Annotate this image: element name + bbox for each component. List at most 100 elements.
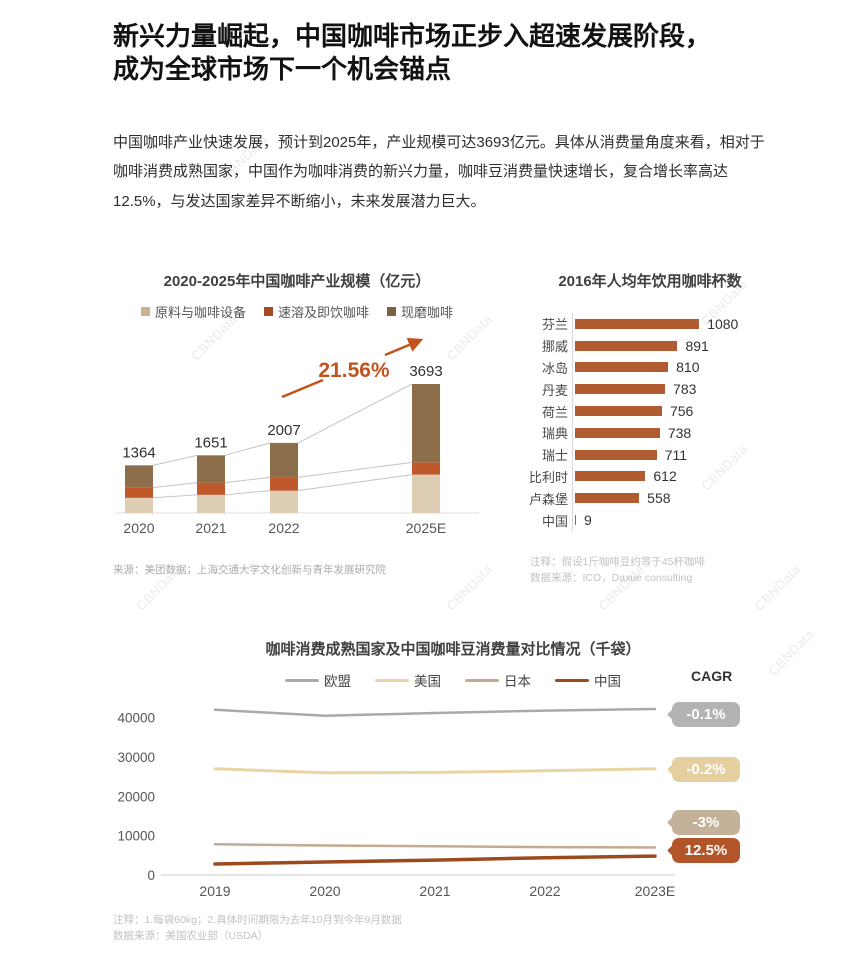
cups-row: 冰岛 810 xyxy=(505,356,805,379)
industry-legend-item: 现磨咖啡 xyxy=(387,302,453,321)
legend-label: 速溶及即饮咖啡 xyxy=(277,305,369,320)
cups-value-label: 738 xyxy=(667,424,692,441)
x-tick-label: 2023E xyxy=(635,883,675,899)
cups-row: 荷兰 756 xyxy=(505,400,805,422)
consumption-note-line1: 注释：1.每袋60kg；2.具体时间期限为去年10月到今年9月数据 xyxy=(113,914,402,926)
legend-label: 欧盟 xyxy=(324,674,351,689)
cups-bar-area: 711 xyxy=(572,443,805,466)
cups-bar-area: 783 xyxy=(572,378,805,401)
cups-bar xyxy=(575,449,657,460)
bar-value-label: 2007 xyxy=(267,422,300,439)
country-label: 芬兰 xyxy=(541,317,568,333)
stacked-bar-segment xyxy=(125,465,153,488)
cagr-badge: -0.2% xyxy=(667,757,740,782)
legend-swatch-icon xyxy=(263,307,273,316)
legend-line-swatch-icon xyxy=(375,678,409,682)
cups-row: 挪威 891 xyxy=(505,334,805,357)
cagr-badge: -0.1% xyxy=(667,702,740,727)
y-tick-label: 10000 xyxy=(117,829,155,844)
country-label: 比利时 xyxy=(528,469,568,485)
intro-paragraph: 中国咖啡产业快速发展，预计到2025年，产业规模可达3693亿元。具体从消费量角… xyxy=(113,134,765,210)
cups-value-label: 810 xyxy=(676,359,700,376)
cups-row: 比利时 612 xyxy=(505,465,805,488)
cups-bar-area: 1080 xyxy=(572,313,805,335)
y-tick-label: 20000 xyxy=(117,789,155,804)
legend-swatch-icon xyxy=(387,307,396,316)
cups-chart-rows: 芬兰 1080 挪威 891 冰岛 810 丹麦 783 荷兰 756 瑞典 738 瑞士 711 比利时 6… xyxy=(505,313,805,531)
bar-value-label: 3693 xyxy=(409,363,442,380)
bar-category-label: 2020 xyxy=(123,520,154,536)
industry-scale-title: 2020-2025年中国咖啡产业规模（亿元） xyxy=(163,273,431,290)
cups-note-line1: 注释：假设1斤咖啡豆约等于45杯咖啡 xyxy=(530,556,706,568)
consumption-plot: 0 10000 20000 30000 40000 2019 2020 2021 2022 202… xyxy=(117,707,675,899)
x-tick-label: 2021 xyxy=(419,883,450,899)
stacked-bar-segment xyxy=(412,462,440,475)
stacked-bar-segment xyxy=(412,384,440,463)
legend-label: 中国 xyxy=(594,674,621,689)
stacked-bar-segment xyxy=(197,494,225,513)
country-label: 冰岛 xyxy=(541,360,568,376)
cups-bar-area: 810 xyxy=(572,356,805,379)
cups-bar-area: 891 xyxy=(572,334,805,357)
country-label: 荷兰 xyxy=(541,404,568,420)
cups-bar xyxy=(575,340,678,351)
legend-label: 原料与咖啡设备 xyxy=(154,305,246,320)
cups-bar-area: 9 xyxy=(572,509,805,531)
consumption-legend-item: 美国 xyxy=(375,670,441,690)
y-tick-label: 0 xyxy=(147,868,155,883)
stacked-bar-segment xyxy=(270,490,298,513)
cups-value-label: 756 xyxy=(669,403,694,420)
industry-scale-plot: 1364 2020 1651 2021 2007 2022 3693 2025E 21.56% xyxy=(115,337,479,536)
stacked-bar-segment xyxy=(125,497,153,513)
stacked-bar-segment xyxy=(197,482,225,495)
cups-bar xyxy=(575,515,577,526)
x-tick-label: 2019 xyxy=(199,883,230,899)
consumption-note-line2: 数据来源：美国农业部（USDA） xyxy=(113,930,269,943)
stacked-bar-segment xyxy=(197,455,225,483)
legend-swatch-icon xyxy=(140,307,150,316)
cups-value-label: 711 xyxy=(664,446,688,463)
cups-row: 中国 9 xyxy=(505,509,805,531)
page-title-line1: 新兴力量崛起，中国咖啡市场正步入超速发展阶段， xyxy=(113,21,712,51)
cups-bar xyxy=(575,318,700,329)
growth-arrow-icon xyxy=(384,337,424,357)
consumption-legend-item: 日本 xyxy=(465,670,531,690)
growth-arrow-tail xyxy=(281,378,324,399)
cups-row: 瑞士 711 xyxy=(505,443,805,466)
country-label: 丹麦 xyxy=(541,382,568,398)
cups-bar xyxy=(575,362,669,373)
legend-line-swatch-icon xyxy=(465,678,499,682)
industry-scale-source: 来源：美团数据；上海交通大学文化创新与青年发展研究院 xyxy=(113,564,386,576)
cups-bar-area: 558 xyxy=(572,487,805,510)
bar-category-label: 2022 xyxy=(268,520,299,536)
cups-bar-area: 738 xyxy=(572,421,805,444)
cups-value-label: 558 xyxy=(647,490,671,507)
cups-chart-note: 注释：假设1斤咖啡豆约等于45杯咖啡 数据来源：ICO，Daxue consult… xyxy=(530,554,705,587)
bar-category-label: 2021 xyxy=(195,520,226,536)
growth-rate-label: 21.56% xyxy=(318,359,390,382)
legend-label: 美国 xyxy=(414,674,441,689)
bar-category-label: 2025E xyxy=(406,520,446,536)
legend-line-swatch-icon xyxy=(555,678,589,682)
industry-scale-legend: 原料与咖啡设备 速溶及即饮咖啡 现磨咖啡 xyxy=(113,302,481,321)
cagr-badge: -3% xyxy=(667,810,740,835)
country-label: 中国 xyxy=(541,513,568,529)
legend-line-swatch-icon xyxy=(285,678,319,682)
legend-label: 现磨咖啡 xyxy=(401,305,454,320)
series-line-日本 xyxy=(213,843,657,849)
cagr-badge: 12.5% xyxy=(667,838,740,863)
cups-row: 卢森堡 558 xyxy=(505,487,805,510)
page-title-line2: 成为全球市场下一个机会锚点 xyxy=(113,54,452,85)
stacked-bar-segment xyxy=(270,442,298,478)
industry-legend-item: 速溶及即饮咖啡 xyxy=(263,302,369,321)
country-label: 瑞典 xyxy=(541,426,568,442)
x-tick-label: 2022 xyxy=(529,883,560,899)
cups-bar-area: 756 xyxy=(572,400,805,422)
series-line-欧盟 xyxy=(213,707,657,717)
cups-bar xyxy=(575,493,640,504)
cups-bar xyxy=(575,427,660,438)
consumption-chart: 咖啡消费成熟国家及中国咖啡豆消费量对比情况（千袋） 欧盟 美国 日本 中国 CAGR … xyxy=(113,630,823,950)
cups-note-line2: 数据来源：ICO，Daxue consulting xyxy=(530,572,693,585)
cups-bar xyxy=(575,471,646,482)
